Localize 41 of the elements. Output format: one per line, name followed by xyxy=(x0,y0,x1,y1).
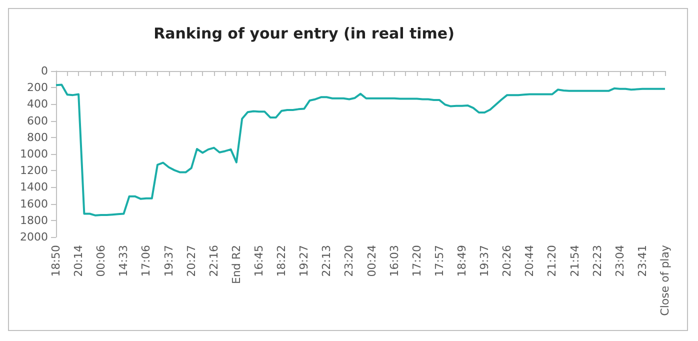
x-tick-label: 16:45 xyxy=(252,245,266,277)
x-tick-label: 18:49 xyxy=(456,245,468,277)
x-tick-label: Close of play xyxy=(658,244,672,316)
y-tick-label: 2000 xyxy=(20,230,48,244)
x-tick-label: 19:37 xyxy=(162,245,176,277)
x-tick-label: 17:57 xyxy=(432,245,446,277)
chart-title: Ranking of your entry (in real time) xyxy=(154,24,454,42)
y-tick-label: 1200 xyxy=(20,164,48,178)
x-tick-label: 22:16 xyxy=(207,245,220,277)
y-tick-label: 200 xyxy=(27,81,48,94)
x-tick-label: 23:20 xyxy=(342,245,356,277)
y-tick-label: 1800 xyxy=(20,214,48,227)
x-tick-label: 21:54 xyxy=(568,245,582,277)
y-tick-label: 400 xyxy=(27,98,48,111)
x-tick-label: 18:50 xyxy=(50,245,62,277)
x-tick-label: 20:27 xyxy=(184,245,198,277)
x-tick-label: 16:03 xyxy=(388,245,401,277)
x-tick-label: 18:22 xyxy=(275,245,288,277)
x-tick-label: 17:20 xyxy=(410,245,424,277)
x-tick-label: 00:06 xyxy=(94,245,108,277)
x-tick-label: End R2 xyxy=(230,245,243,284)
y-tick-label: 1400 xyxy=(20,180,48,194)
x-tick-label: 00:24 xyxy=(365,245,378,277)
y-tick-label: 0 xyxy=(41,64,48,78)
line-series xyxy=(55,84,666,216)
x-tick-label: 22:23 xyxy=(590,245,604,277)
x-tick-label: 23:04 xyxy=(613,245,626,277)
x-tick-label: 20:14 xyxy=(72,245,86,277)
y-tick-label: 600 xyxy=(27,114,48,128)
x-tick-label: 19:37 xyxy=(478,245,492,277)
y-tick-label: 1600 xyxy=(20,197,48,210)
x-tick-label: 20:26 xyxy=(500,245,514,277)
x-tick-label: 17:06 xyxy=(140,245,153,277)
y-tick-label: 1000 xyxy=(20,148,48,160)
y-tick-label: 800 xyxy=(27,130,48,144)
x-tick-label: 20:44 xyxy=(523,245,536,277)
x-tick-label: 21:20 xyxy=(546,245,559,277)
x-tick-label: 19:27 xyxy=(298,245,311,277)
x-tick-label: 22:13 xyxy=(320,245,334,277)
x-tick-label: 14:33 xyxy=(117,245,130,277)
x-tick-label: 23:41 xyxy=(636,245,649,277)
